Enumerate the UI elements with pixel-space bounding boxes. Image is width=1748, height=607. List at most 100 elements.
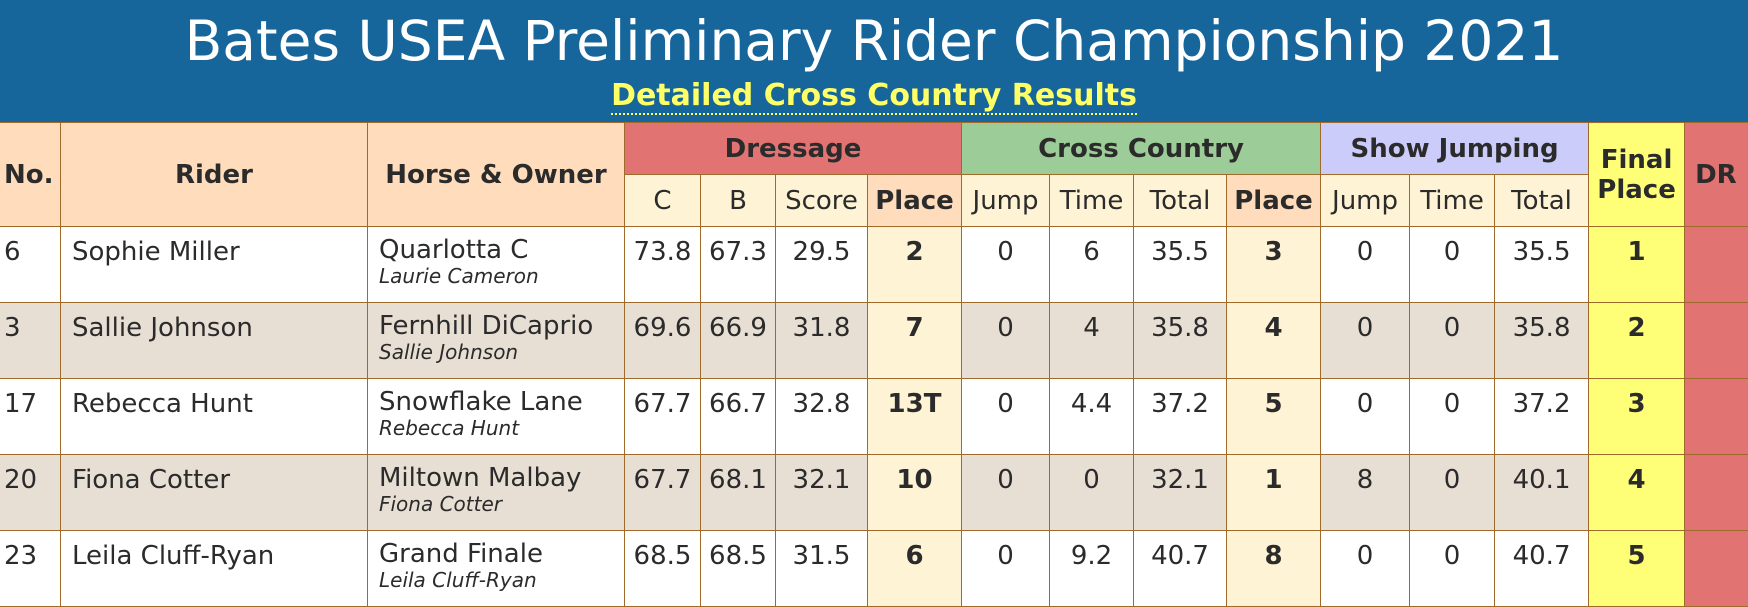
cell-sj-total: 40.1 <box>1494 454 1590 531</box>
group-header-dressage: Dressage <box>623 122 963 175</box>
cell-xc-place: 5 <box>1226 378 1322 455</box>
cell-dr <box>1684 302 1748 379</box>
col-header-dressage-b: B <box>700 174 776 227</box>
cell-sj-time: 0 <box>1409 530 1496 607</box>
cell-rider: Rebecca Hunt <box>60 378 368 455</box>
col-header-dressage-c: C <box>624 174 701 227</box>
page-title: Bates USEA Preliminary Rider Championshi… <box>184 9 1564 73</box>
cell-horse-owner: Quarlotta C Laurie Cameron <box>367 226 625 303</box>
cell-sj-time: 0 <box>1409 378 1496 455</box>
cell-final-place: 3 <box>1588 378 1686 455</box>
cell-rider: Fiona Cotter <box>60 454 368 531</box>
cell-xc-place: 4 <box>1226 302 1322 379</box>
col-header-dressage-place: Place <box>866 174 963 227</box>
owner-name: Fiona Cotter <box>379 492 502 516</box>
cell-horse-owner: Miltown Malbay Fiona Cotter <box>367 454 625 531</box>
cell-xc-time: 6 <box>1049 226 1135 303</box>
group-header-cross-country: Cross Country <box>961 122 1322 175</box>
subtitle-wrapper: Detailed Cross Country Results <box>0 76 1748 116</box>
cell-xc-time: 9.2 <box>1049 530 1135 607</box>
cell-dressage-b: 66.7 <box>700 378 776 455</box>
cell-horse-owner: Fernhill DiCaprio Sallie Johnson <box>367 302 625 379</box>
cell-dr <box>1684 454 1748 531</box>
subtitle-link[interactable]: Detailed Cross Country Results <box>611 78 1137 115</box>
cell-sj-jump: 8 <box>1320 454 1411 531</box>
cell-dressage-score: 29.5 <box>775 226 868 303</box>
cell-dressage-b: 68.1 <box>700 454 776 531</box>
cell-no: 17 <box>0 378 61 455</box>
cell-sj-jump: 0 <box>1320 378 1411 455</box>
horse-name: Miltown Malbay <box>379 463 582 493</box>
cell-sj-total: 35.5 <box>1494 226 1590 303</box>
cell-xc-place: 1 <box>1226 454 1322 531</box>
cell-xc-place: 8 <box>1226 530 1322 607</box>
cell-dressage-b: 66.9 <box>700 302 776 379</box>
cell-rider: Leila Cluff-Ryan <box>60 530 368 607</box>
cell-dr <box>1684 226 1748 303</box>
cell-horse-owner: Snowflake Lane Rebecca Hunt <box>367 378 625 455</box>
table-row: 3 Sallie Johnson Fernhill DiCaprio Sallie… <box>0 302 1748 379</box>
cell-xc-jump: 0 <box>961 378 1051 455</box>
cell-xc-time: 4.4 <box>1049 378 1135 455</box>
cell-no: 20 <box>0 454 61 531</box>
cell-sj-total: 40.7 <box>1494 530 1590 607</box>
cell-rider: Sallie Johnson <box>60 302 368 379</box>
col-header-sj-time: Time <box>1409 174 1496 227</box>
cell-xc-time: 0 <box>1049 454 1135 531</box>
owner-name: Rebecca Hunt <box>379 416 520 440</box>
header-row-columns: C B Score Place Jump Time Total Place Ju… <box>0 174 1748 227</box>
cell-dressage-score: 31.5 <box>775 530 868 607</box>
col-header-dr: DR <box>1684 122 1748 227</box>
cell-no: 3 <box>0 302 61 379</box>
cell-dressage-place: 6 <box>866 530 963 607</box>
final-place-line1: Final <box>1600 144 1673 175</box>
col-header-final-place: Final Place <box>1588 122 1686 227</box>
owner-name: Laurie Cameron <box>379 264 539 288</box>
cell-final-place: 4 <box>1588 454 1686 531</box>
cell-no: 23 <box>0 530 61 607</box>
cell-xc-total: 40.7 <box>1133 530 1228 607</box>
cell-dressage-c: 68.5 <box>624 530 701 607</box>
cell-no: 6 <box>0 226 61 303</box>
cell-xc-place: 3 <box>1226 226 1322 303</box>
cell-xc-jump: 0 <box>961 302 1051 379</box>
cell-sj-jump: 0 <box>1320 226 1411 303</box>
cell-xc-total: 32.1 <box>1133 454 1228 531</box>
cell-dressage-c: 73.8 <box>624 226 701 303</box>
cell-dressage-score: 31.8 <box>775 302 868 379</box>
horse-name: Snowflake Lane <box>379 387 583 417</box>
owner-name: Leila Cluff-Ryan <box>379 568 537 592</box>
cell-dressage-b: 68.5 <box>700 530 776 607</box>
cell-dressage-place: 2 <box>866 226 963 303</box>
col-header-xc-total: Total <box>1133 174 1228 227</box>
col-header-horse-owner: Horse & Owner <box>367 122 625 227</box>
cell-dressage-place: 13T <box>866 378 963 455</box>
cell-xc-jump: 0 <box>961 454 1051 531</box>
col-header-xc-time: Time <box>1049 174 1135 227</box>
owner-name: Sallie Johnson <box>379 340 519 364</box>
final-place-line2: Place <box>1597 174 1676 205</box>
cell-xc-total: 35.5 <box>1133 226 1228 303</box>
cell-sj-total: 35.8 <box>1494 302 1590 379</box>
cell-dr <box>1684 530 1748 607</box>
cell-dressage-c: 67.7 <box>624 454 701 531</box>
cell-final-place: 5 <box>1588 530 1686 607</box>
table-row: 17 Rebecca Hunt Snowflake Lane Rebecca Hu… <box>0 378 1748 455</box>
col-header-sj-jump: Jump <box>1320 174 1411 227</box>
col-header-rider: Rider <box>60 122 368 227</box>
cell-sj-time: 0 <box>1409 302 1496 379</box>
col-header-xc-jump: Jump <box>961 174 1051 227</box>
cell-xc-total: 35.8 <box>1133 302 1228 379</box>
cell-dr <box>1684 378 1748 455</box>
table-row: 6 Sophie Miller Quarlotta C Laurie Camero… <box>0 226 1748 303</box>
cell-sj-time: 0 <box>1409 226 1496 303</box>
cell-xc-jump: 0 <box>961 226 1051 303</box>
table-row: 23 Leila Cluff-Ryan Grand Finale Leila Cl… <box>0 530 1748 607</box>
results-table: No. Rider Horse & Owner Dressage Cross C… <box>0 122 1748 607</box>
table-row: 20 Fiona Cotter Miltown Malbay Fiona Cott… <box>0 454 1748 531</box>
cell-xc-jump: 0 <box>961 530 1051 607</box>
col-header-sj-total: Total <box>1494 174 1590 227</box>
cell-final-place: 1 <box>1588 226 1686 303</box>
header-banner: Bates USEA Preliminary Rider Championshi… <box>0 0 1748 122</box>
cell-dressage-c: 69.6 <box>624 302 701 379</box>
